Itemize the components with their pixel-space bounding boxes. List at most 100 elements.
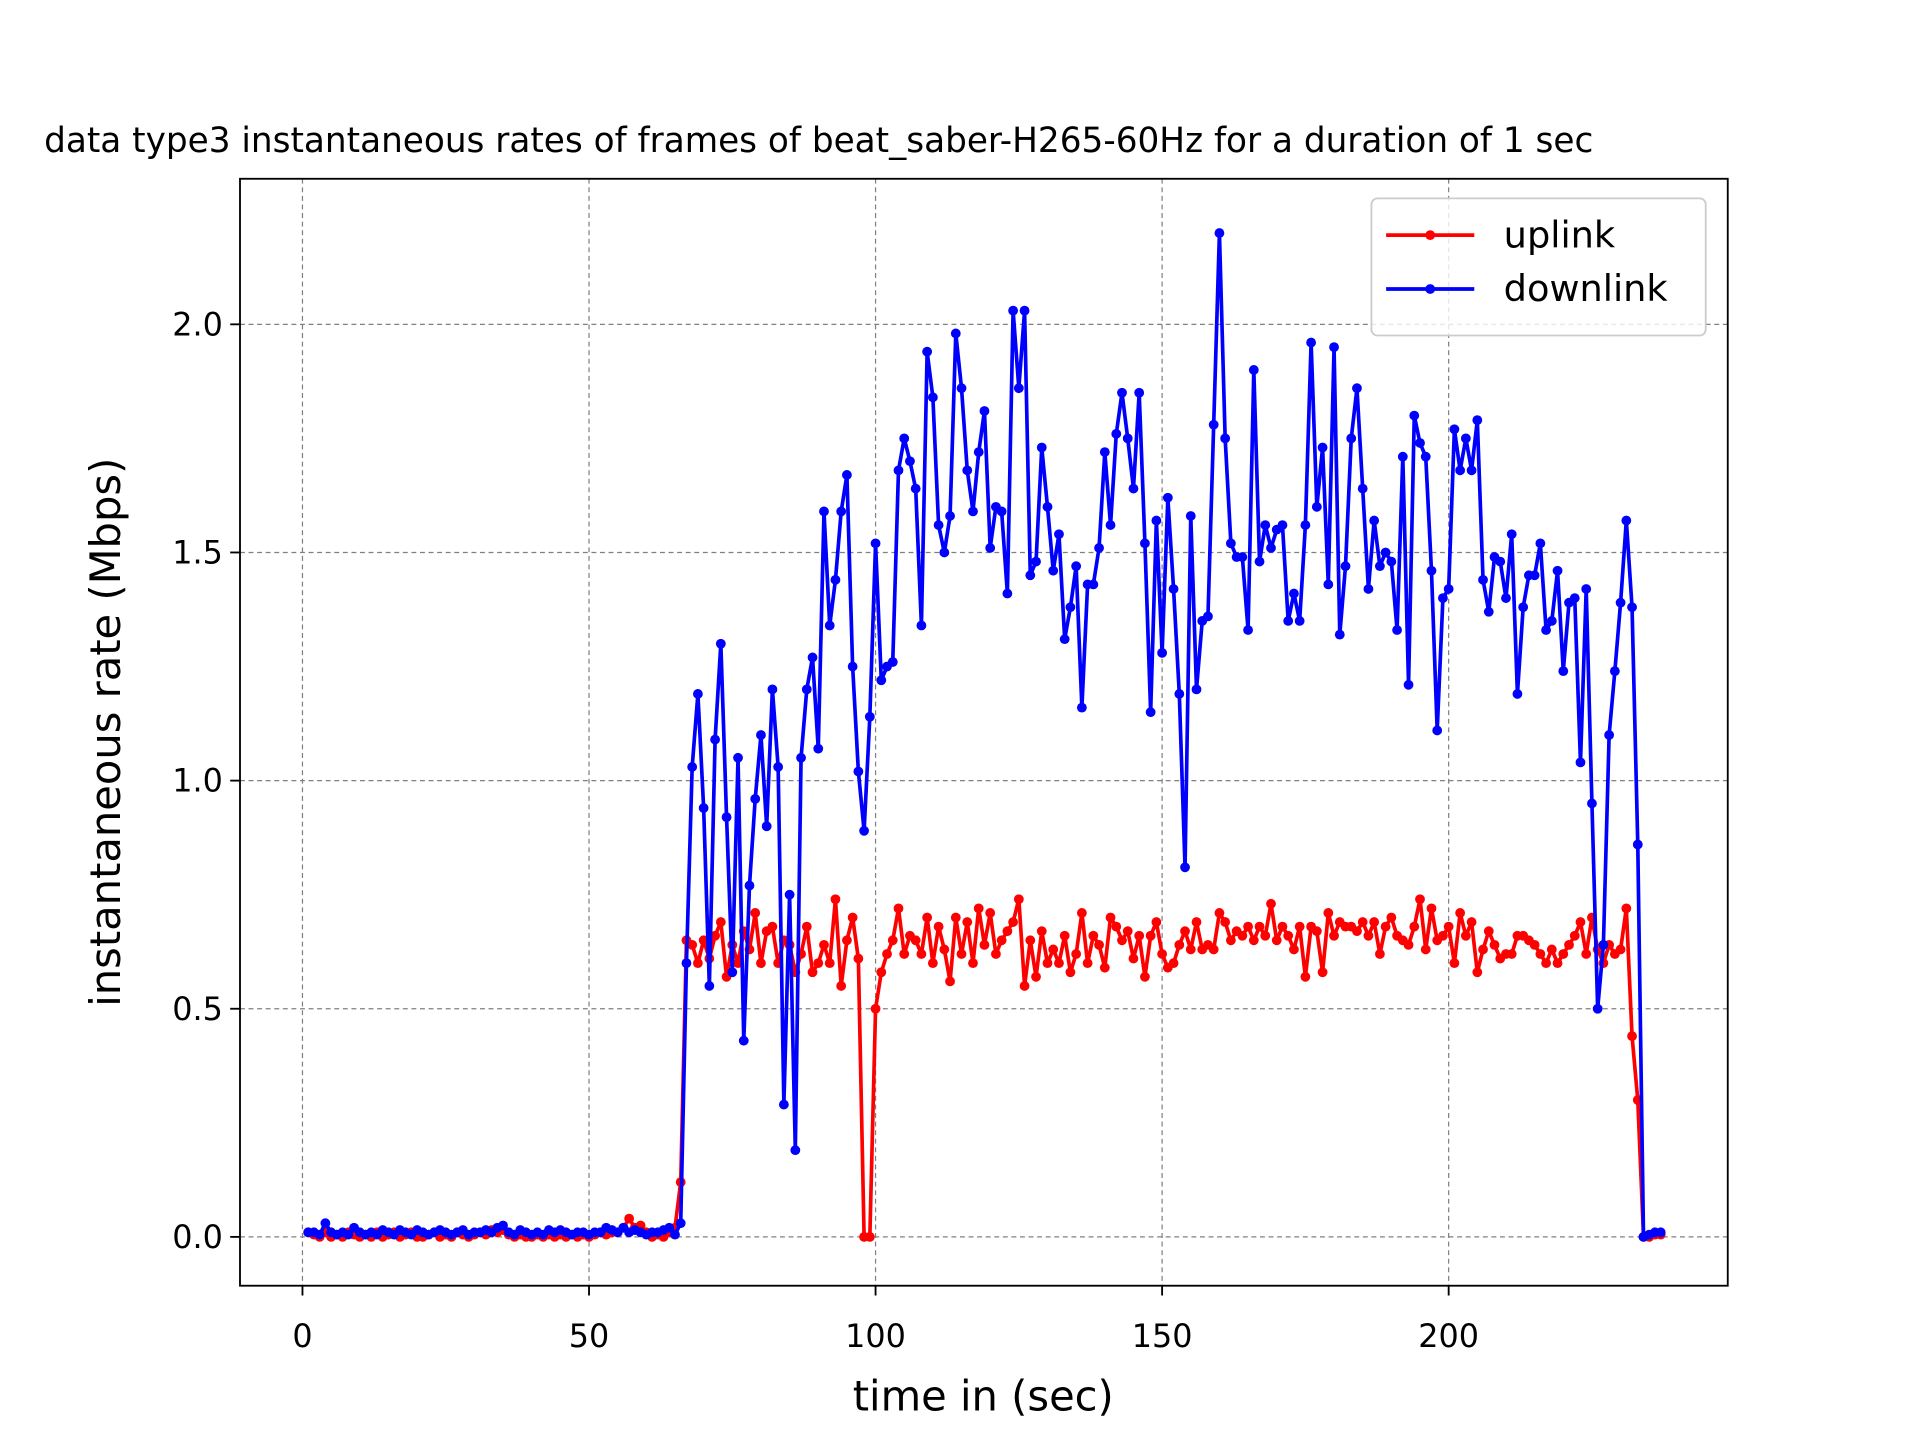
data-point	[847, 661, 858, 672]
data-point	[1054, 529, 1064, 540]
data-point	[1294, 921, 1305, 932]
data-point	[801, 684, 812, 695]
data-point	[1352, 926, 1362, 937]
data-point	[807, 967, 818, 978]
data-point	[968, 958, 978, 969]
data-point	[320, 1218, 331, 1229]
data-point	[819, 506, 829, 517]
data-point	[1357, 917, 1368, 927]
data-point	[1248, 935, 1259, 946]
data-point	[962, 465, 973, 476]
data-point	[813, 958, 824, 969]
data-point	[1426, 565, 1437, 576]
data-point	[887, 657, 898, 667]
data-point	[973, 903, 984, 914]
data-point	[1397, 451, 1408, 462]
data-point	[756, 958, 766, 969]
data-point	[1300, 520, 1311, 530]
data-point	[1546, 616, 1557, 626]
data-point	[1260, 520, 1271, 530]
data-point	[1157, 647, 1168, 658]
data-point	[1065, 602, 1076, 613]
data-point	[1415, 438, 1425, 448]
data-point	[1363, 930, 1374, 941]
data-point	[1472, 967, 1483, 978]
data-point	[830, 894, 841, 905]
data-point	[870, 538, 881, 549]
data-point	[1478, 944, 1488, 955]
data-point	[710, 734, 720, 745]
data-point	[985, 543, 996, 553]
data-point	[1122, 926, 1133, 937]
data-point	[1472, 415, 1483, 426]
data-point	[1019, 305, 1030, 316]
data-point	[1438, 593, 1448, 603]
legend-marker	[1425, 284, 1436, 294]
data-point	[1564, 939, 1574, 950]
data-point	[1266, 543, 1276, 553]
data-point	[1208, 944, 1219, 955]
data-point	[1013, 383, 1024, 394]
data-point	[1111, 428, 1122, 439]
data-point	[796, 752, 806, 763]
data-point	[687, 762, 698, 772]
data-point	[1145, 930, 1156, 941]
data-point	[1529, 939, 1540, 950]
data-point	[830, 574, 841, 585]
data-point	[733, 752, 743, 763]
data-point	[939, 547, 950, 558]
data-point	[1134, 387, 1145, 398]
data-point	[1621, 903, 1632, 914]
data-point	[1025, 570, 1036, 581]
data-point	[1254, 556, 1265, 567]
data-point	[1575, 757, 1586, 768]
data-point	[1048, 944, 1059, 955]
data-point	[1266, 898, 1276, 909]
data-point	[1380, 921, 1391, 932]
data-point	[1042, 501, 1053, 512]
data-point	[1220, 433, 1231, 444]
data-point	[985, 908, 996, 918]
legend-marker	[1425, 230, 1436, 240]
data-point	[1483, 606, 1494, 617]
data-point	[876, 967, 887, 978]
y-axis-label: instantaneous rate (Mbps)	[81, 458, 130, 1007]
data-point	[1569, 593, 1580, 603]
data-point	[1208, 419, 1219, 430]
data-point	[1071, 561, 1082, 572]
data-point	[1180, 862, 1190, 873]
data-point	[1374, 561, 1385, 572]
data-point	[864, 711, 875, 722]
data-point	[1615, 944, 1626, 955]
data-point	[778, 1099, 789, 1110]
data-point	[624, 1213, 635, 1224]
data-point	[675, 1218, 686, 1229]
data-point	[824, 958, 835, 969]
data-point	[1558, 666, 1569, 677]
data-point	[1495, 556, 1506, 567]
data-point	[1065, 967, 1076, 978]
data-point	[1031, 556, 1041, 567]
data-point	[813, 743, 824, 754]
data-point	[824, 620, 835, 631]
data-point	[761, 821, 772, 832]
data-point	[1094, 543, 1104, 553]
data-point	[1277, 520, 1288, 530]
data-point	[1535, 949, 1546, 959]
data-point	[1042, 958, 1053, 969]
data-point	[1076, 702, 1087, 713]
data-point	[750, 908, 761, 918]
data-point	[1237, 930, 1248, 941]
data-point	[1311, 501, 1322, 512]
data-point	[842, 935, 852, 946]
data-point	[1145, 707, 1156, 718]
data-point	[1340, 561, 1351, 572]
data-point	[1185, 511, 1196, 521]
data-point	[1587, 798, 1597, 809]
data-point	[1512, 689, 1523, 699]
data-point	[1466, 917, 1477, 927]
data-point	[836, 506, 847, 517]
data-point	[939, 944, 950, 955]
data-point	[973, 447, 984, 457]
